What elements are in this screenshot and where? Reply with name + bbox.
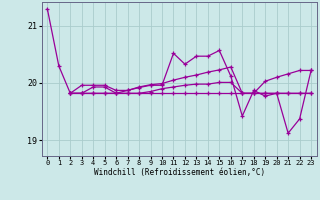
X-axis label: Windchill (Refroidissement éolien,°C): Windchill (Refroidissement éolien,°C) <box>94 168 265 177</box>
